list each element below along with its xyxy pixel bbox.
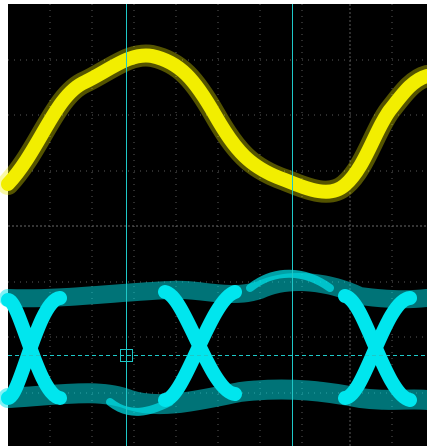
page-body	[0, 0, 427, 446]
scope-screen	[0, 0, 427, 446]
eye-low	[8, 390, 427, 405]
page: {} html, body { margin: 0; padding: 0; b…	[0, 0, 427, 446]
